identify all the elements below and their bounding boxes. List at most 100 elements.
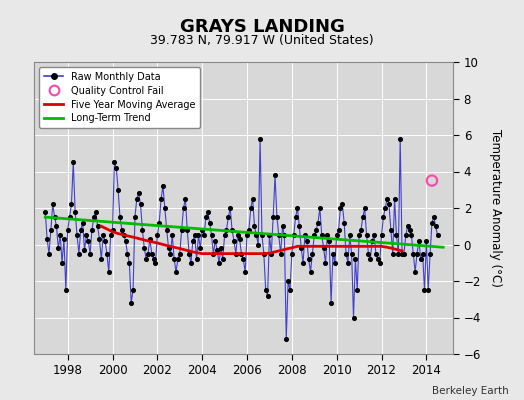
Point: [353, 287, 362, 293]
Point: [118, 227, 126, 233]
Point: [54, 245, 62, 251]
Point: [157, 196, 165, 202]
Point: [204, 208, 212, 215]
Point: [433, 232, 442, 238]
Point: [221, 232, 229, 238]
Point: [247, 205, 255, 211]
Point: [396, 136, 405, 142]
Point: [282, 336, 290, 342]
Point: [245, 227, 253, 233]
Point: [123, 250, 132, 257]
Point: [275, 232, 283, 238]
Point: [248, 196, 257, 202]
Point: [228, 227, 236, 233]
Point: [422, 238, 431, 244]
Point: [52, 223, 61, 230]
Point: [272, 214, 281, 220]
Point: [166, 250, 174, 257]
Point: [93, 223, 102, 230]
Point: [66, 214, 74, 220]
Point: [119, 232, 128, 238]
Point: [327, 300, 335, 306]
Point: [420, 287, 429, 293]
Point: [125, 260, 134, 266]
Point: [49, 201, 57, 208]
Point: [176, 250, 184, 257]
Text: Berkeley Earth: Berkeley Earth: [432, 386, 508, 396]
Point: [383, 196, 391, 202]
Point: [254, 241, 263, 248]
Point: [286, 287, 294, 293]
Point: [261, 287, 270, 293]
Point: [106, 232, 115, 238]
Point: [208, 232, 216, 238]
Text: GRAYS LANDING: GRAYS LANDING: [180, 18, 344, 36]
Point: [409, 250, 418, 257]
Point: [45, 250, 53, 257]
Point: [372, 250, 380, 257]
Point: [315, 205, 324, 211]
Point: [136, 201, 145, 208]
Point: [366, 256, 375, 262]
Point: [256, 136, 264, 142]
Point: [299, 260, 307, 266]
Point: [73, 232, 81, 238]
Point: [62, 287, 70, 293]
Point: [303, 238, 311, 244]
Point: [355, 232, 363, 238]
Point: [347, 250, 356, 257]
Point: [297, 245, 305, 251]
Point: [140, 245, 148, 251]
Point: [338, 201, 346, 208]
Point: [129, 287, 137, 293]
Point: [280, 232, 289, 238]
Point: [215, 260, 223, 266]
Point: [168, 232, 177, 238]
Point: [43, 236, 51, 242]
Point: [216, 245, 225, 251]
Point: [411, 269, 419, 275]
Point: [377, 232, 386, 238]
Point: [312, 227, 320, 233]
Point: [264, 292, 272, 299]
Point: [387, 227, 395, 233]
Point: [414, 238, 423, 244]
Point: [265, 232, 274, 238]
Point: [95, 236, 104, 242]
Point: [413, 250, 421, 257]
Point: [258, 232, 266, 238]
Point: [310, 232, 319, 238]
Point: [77, 227, 85, 233]
Point: [105, 269, 113, 275]
Point: [114, 186, 122, 193]
Point: [138, 227, 147, 233]
Point: [278, 223, 287, 230]
Point: [374, 256, 382, 262]
Point: [146, 236, 154, 242]
Point: [392, 232, 401, 238]
Point: [390, 196, 399, 202]
Point: [237, 250, 246, 257]
Point: [41, 208, 49, 215]
Point: [127, 300, 135, 306]
Point: [428, 178, 436, 184]
Point: [403, 223, 412, 230]
Point: [419, 250, 427, 257]
Point: [368, 238, 376, 244]
Point: [191, 232, 199, 238]
Point: [284, 278, 292, 284]
Point: [165, 245, 173, 251]
Point: [304, 256, 313, 262]
Point: [293, 205, 302, 211]
Point: [71, 208, 79, 215]
Point: [172, 269, 180, 275]
Point: [179, 205, 188, 211]
Point: [122, 238, 130, 244]
Point: [192, 256, 201, 262]
Point: [321, 260, 330, 266]
Point: [376, 260, 384, 266]
Point: [235, 236, 244, 242]
Point: [267, 250, 276, 257]
Point: [370, 232, 378, 238]
Point: [110, 159, 118, 166]
